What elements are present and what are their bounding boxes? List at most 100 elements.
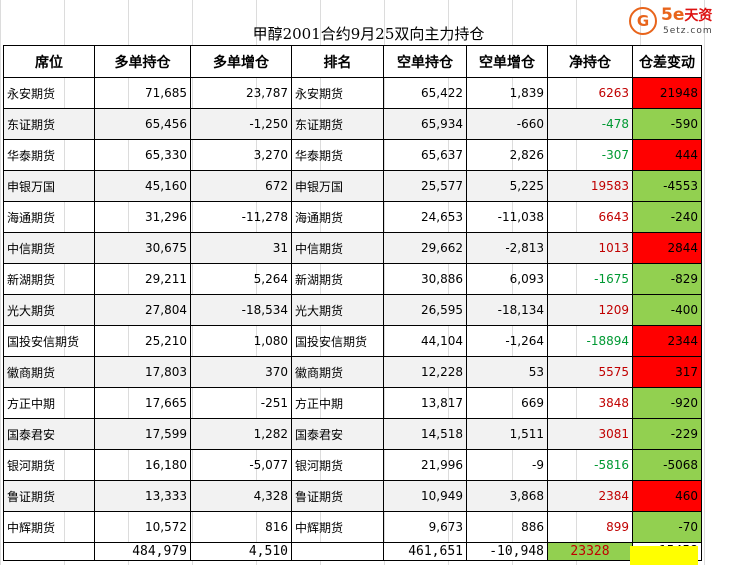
total-net[interactable]: 23328 (547, 542, 633, 561)
header-seat[interactable]: 席位 (3, 45, 95, 78)
long-change-cell[interactable]: 370 (190, 356, 292, 388)
header-long-change[interactable]: 多单增仓 (190, 45, 292, 78)
seat-cell[interactable]: 方正中期 (3, 387, 95, 419)
short-cell[interactable]: 12,228 (383, 356, 467, 388)
net-cell[interactable]: -478 (547, 108, 633, 140)
short-change-cell[interactable]: -11,038 (466, 201, 548, 233)
long-cell[interactable]: 71,685 (94, 77, 191, 109)
header-short-change[interactable]: 空单增仓 (466, 45, 548, 78)
long-change-cell[interactable]: 31 (190, 232, 292, 264)
site-logo[interactable]: G 5e天资 5etz.com (627, 3, 735, 41)
diff-cell[interactable]: -5068 (632, 449, 702, 481)
long-change-cell[interactable]: 3,270 (190, 139, 292, 171)
total-seat[interactable] (3, 542, 95, 561)
diff-cell[interactable]: -829 (632, 263, 702, 295)
rank-cell[interactable]: 中信期货 (291, 232, 384, 264)
net-cell[interactable]: 1209 (547, 294, 633, 326)
rank-cell[interactable]: 国投安信期货 (291, 325, 384, 357)
seat-cell[interactable]: 银河期货 (3, 449, 95, 481)
seat-cell[interactable]: 国泰君安 (3, 418, 95, 450)
seat-cell[interactable]: 申银万国 (3, 170, 95, 202)
short-change-cell[interactable]: 1,511 (466, 418, 548, 450)
long-change-cell[interactable]: 4,328 (190, 480, 292, 512)
seat-cell[interactable]: 东证期货 (3, 108, 95, 140)
rank-cell[interactable]: 银河期货 (291, 449, 384, 481)
rank-cell[interactable]: 徽商期货 (291, 356, 384, 388)
long-cell[interactable]: 13,333 (94, 480, 191, 512)
diff-cell[interactable]: -920 (632, 387, 702, 419)
diff-cell[interactable]: -4553 (632, 170, 702, 202)
short-change-cell[interactable]: 2,826 (466, 139, 548, 171)
diff-cell[interactable]: 317 (632, 356, 702, 388)
short-change-cell[interactable]: 1,839 (466, 77, 548, 109)
total-long-change[interactable]: 4,510 (190, 542, 292, 561)
short-cell[interactable]: 26,595 (383, 294, 467, 326)
short-change-cell[interactable]: 669 (466, 387, 548, 419)
long-change-cell[interactable]: -5,077 (190, 449, 292, 481)
net-cell[interactable]: 19583 (547, 170, 633, 202)
short-cell[interactable]: 14,518 (383, 418, 467, 450)
diff-cell[interactable]: 444 (632, 139, 702, 171)
short-cell[interactable]: 25,577 (383, 170, 467, 202)
long-change-cell[interactable]: -18,534 (190, 294, 292, 326)
long-cell[interactable]: 27,804 (94, 294, 191, 326)
long-cell[interactable]: 65,456 (94, 108, 191, 140)
diff-cell[interactable]: 2844 (632, 232, 702, 264)
long-cell[interactable]: 16,180 (94, 449, 191, 481)
short-cell[interactable]: 9,673 (383, 511, 467, 543)
header-short[interactable]: 空单持仓 (383, 45, 467, 78)
rank-cell[interactable]: 方正中期 (291, 387, 384, 419)
seat-cell[interactable]: 中信期货 (3, 232, 95, 264)
long-cell[interactable]: 17,599 (94, 418, 191, 450)
rank-cell[interactable]: 中辉期货 (291, 511, 384, 543)
long-change-cell[interactable]: -11,278 (190, 201, 292, 233)
short-cell[interactable]: 44,104 (383, 325, 467, 357)
short-change-cell[interactable]: -1,264 (466, 325, 548, 357)
seat-cell[interactable]: 永安期货 (3, 77, 95, 109)
long-cell[interactable]: 45,160 (94, 170, 191, 202)
header-net[interactable]: 净持仓 (547, 45, 633, 78)
long-cell[interactable]: 29,211 (94, 263, 191, 295)
rank-cell[interactable]: 海通期货 (291, 201, 384, 233)
rank-cell[interactable]: 光大期货 (291, 294, 384, 326)
seat-cell[interactable]: 中辉期货 (3, 511, 95, 543)
highlighted-empty-cell[interactable] (630, 546, 698, 565)
net-cell[interactable]: 5575 (547, 356, 633, 388)
total-short-change[interactable]: -10,948 (466, 542, 548, 561)
diff-cell[interactable]: 2344 (632, 325, 702, 357)
short-cell[interactable]: 30,886 (383, 263, 467, 295)
short-cell[interactable]: 24,653 (383, 201, 467, 233)
long-change-cell[interactable]: 23,787 (190, 77, 292, 109)
long-cell[interactable]: 31,296 (94, 201, 191, 233)
total-long[interactable]: 484,979 (94, 542, 191, 561)
net-cell[interactable]: 3081 (547, 418, 633, 450)
short-cell[interactable]: 65,934 (383, 108, 467, 140)
long-cell[interactable]: 65,330 (94, 139, 191, 171)
long-change-cell[interactable]: -251 (190, 387, 292, 419)
diff-cell[interactable]: -70 (632, 511, 702, 543)
long-change-cell[interactable]: 816 (190, 511, 292, 543)
seat-cell[interactable]: 国投安信期货 (3, 325, 95, 357)
rank-cell[interactable]: 国泰君安 (291, 418, 384, 450)
short-change-cell[interactable]: -18,134 (466, 294, 548, 326)
diff-cell[interactable]: 460 (632, 480, 702, 512)
net-cell[interactable]: -307 (547, 139, 633, 171)
net-cell[interactable]: 1013 (547, 232, 633, 264)
net-cell[interactable]: 2384 (547, 480, 633, 512)
short-cell[interactable]: 65,637 (383, 139, 467, 171)
short-change-cell[interactable]: -2,813 (466, 232, 548, 264)
diff-cell[interactable]: -590 (632, 108, 702, 140)
diff-cell[interactable]: -400 (632, 294, 702, 326)
rank-cell[interactable]: 东证期货 (291, 108, 384, 140)
net-cell[interactable]: -5816 (547, 449, 633, 481)
short-change-cell[interactable]: -9 (466, 449, 548, 481)
net-cell[interactable]: -18894 (547, 325, 633, 357)
long-change-cell[interactable]: 1,282 (190, 418, 292, 450)
long-cell[interactable]: 17,803 (94, 356, 191, 388)
net-cell[interactable]: 6643 (547, 201, 633, 233)
net-cell[interactable]: 899 (547, 511, 633, 543)
seat-cell[interactable]: 鲁证期货 (3, 480, 95, 512)
header-diff[interactable]: 仓差变动 (632, 45, 702, 78)
diff-cell[interactable]: 21948 (632, 77, 702, 109)
header-long[interactable]: 多单持仓 (94, 45, 191, 78)
